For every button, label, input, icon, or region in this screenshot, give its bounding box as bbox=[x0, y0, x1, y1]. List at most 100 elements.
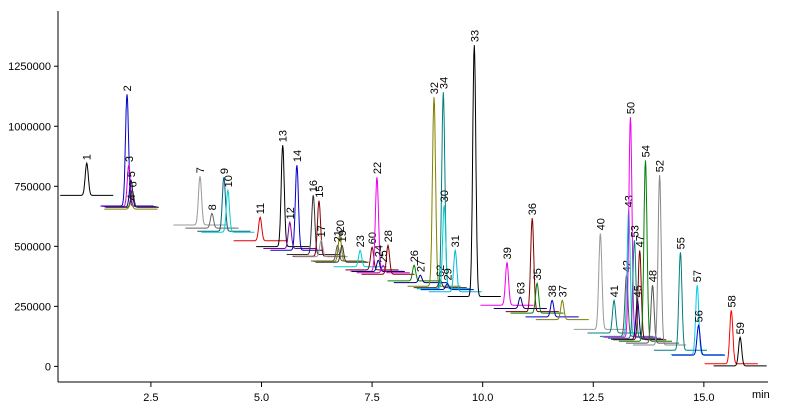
peak-label: 55 bbox=[675, 237, 687, 249]
peak-label: 12 bbox=[285, 207, 297, 219]
peak bbox=[480, 262, 534, 306]
peak-label: 26 bbox=[409, 250, 421, 262]
peak bbox=[626, 285, 680, 344]
y-tick-label: 500000 bbox=[14, 241, 51, 253]
peak-label: 22 bbox=[372, 162, 384, 174]
peak bbox=[447, 45, 501, 297]
peak bbox=[607, 240, 661, 339]
peak bbox=[713, 335, 767, 367]
peak bbox=[633, 175, 687, 346]
peak bbox=[603, 117, 657, 338]
peak-label: 25 bbox=[378, 250, 390, 262]
peak-label: 39 bbox=[502, 247, 514, 259]
peak-label: 58 bbox=[726, 295, 738, 307]
peak-label: 19 bbox=[337, 230, 349, 242]
peak bbox=[413, 279, 467, 289]
peak-label: 30 bbox=[439, 190, 451, 202]
peak-label: 34 bbox=[438, 77, 450, 89]
peak-label: 33 bbox=[469, 30, 481, 42]
peak bbox=[345, 246, 399, 271]
peak-label: 10 bbox=[223, 175, 235, 187]
x-tick-label: 15.0 bbox=[693, 392, 714, 404]
peak-label: 16 bbox=[308, 180, 320, 192]
peak-label: 14 bbox=[292, 150, 304, 162]
y-tick-label: 0 bbox=[45, 361, 51, 373]
peak-label: 29 bbox=[442, 268, 454, 280]
peak bbox=[672, 323, 726, 356]
peak bbox=[493, 296, 547, 309]
peak-label: 3 bbox=[124, 156, 136, 162]
peak-label: 41 bbox=[609, 285, 621, 297]
peak bbox=[356, 264, 410, 274]
peak-label: 57 bbox=[692, 270, 704, 282]
y-tick-label: 1250000 bbox=[8, 61, 51, 73]
y-tick-label: 1000000 bbox=[8, 121, 51, 133]
peak-label: 52 bbox=[655, 160, 667, 172]
x-tick-label: 12.5 bbox=[583, 392, 604, 404]
peak bbox=[173, 176, 227, 226]
x-tick-label: 7.5 bbox=[364, 392, 379, 404]
peak bbox=[417, 205, 471, 290]
peak bbox=[535, 299, 589, 321]
peak bbox=[351, 259, 405, 272]
peak bbox=[315, 244, 369, 263]
peak bbox=[270, 165, 324, 251]
peak-label: 20 bbox=[335, 220, 347, 232]
peak-label: 7 bbox=[195, 167, 207, 173]
x-tick-label: 10.0 bbox=[472, 392, 493, 404]
peak-label: 5 bbox=[126, 171, 138, 177]
peak bbox=[361, 243, 415, 275]
x-tick-label: 2.5 bbox=[143, 392, 158, 404]
peak bbox=[333, 249, 387, 268]
peak-label: 1 bbox=[82, 154, 94, 160]
peak bbox=[197, 177, 251, 232]
peak-label: 43 bbox=[624, 195, 636, 207]
peak bbox=[613, 250, 667, 341]
peak-label: 6 bbox=[127, 181, 139, 187]
peak-label: 37 bbox=[557, 285, 569, 297]
peak-label: 36 bbox=[527, 203, 539, 215]
peak-label: 59 bbox=[735, 322, 747, 334]
peak-label: 38 bbox=[547, 285, 559, 297]
peak-label: 8 bbox=[207, 204, 219, 210]
y-tick-label: 250000 bbox=[14, 301, 51, 313]
peak bbox=[185, 212, 239, 229]
peak-label: 40 bbox=[595, 218, 607, 230]
peak-label: 21 bbox=[333, 230, 345, 242]
peak bbox=[704, 310, 758, 365]
peak-label: 53 bbox=[629, 225, 641, 237]
peak bbox=[428, 248, 482, 293]
peak bbox=[618, 160, 672, 342]
peak-label: 54 bbox=[640, 145, 652, 157]
x-axis-label: min bbox=[752, 389, 770, 401]
peak-label: 9 bbox=[219, 168, 231, 174]
peak-label: 4 bbox=[126, 194, 138, 200]
peak-label: 32 bbox=[429, 82, 441, 94]
peak bbox=[60, 161, 114, 196]
peak bbox=[573, 233, 627, 330]
peak bbox=[587, 298, 641, 334]
peak-label: 56 bbox=[694, 310, 706, 322]
peak-label: 63 bbox=[515, 282, 527, 294]
peak bbox=[286, 195, 340, 255]
peak-label: 2 bbox=[122, 85, 134, 91]
peak bbox=[525, 299, 579, 318]
peak-label: 17 bbox=[316, 225, 328, 237]
peak bbox=[104, 202, 158, 210]
peak bbox=[420, 282, 474, 291]
peak-label: 11 bbox=[255, 203, 267, 214]
peak-label: 50 bbox=[625, 102, 637, 114]
peak bbox=[653, 252, 707, 351]
peak-label: 60 bbox=[367, 232, 379, 244]
peak-label: 24 bbox=[373, 245, 385, 257]
x-tick-label: 5.0 bbox=[254, 392, 269, 404]
y-tick-label: 750000 bbox=[14, 181, 51, 193]
peak-label: 48 bbox=[648, 270, 660, 282]
peak-label: 27 bbox=[415, 260, 427, 272]
peak bbox=[387, 264, 441, 282]
peak-label: 15 bbox=[314, 185, 326, 197]
peak bbox=[105, 189, 159, 208]
peak bbox=[233, 216, 287, 242]
peak-label: 47 bbox=[635, 235, 647, 247]
